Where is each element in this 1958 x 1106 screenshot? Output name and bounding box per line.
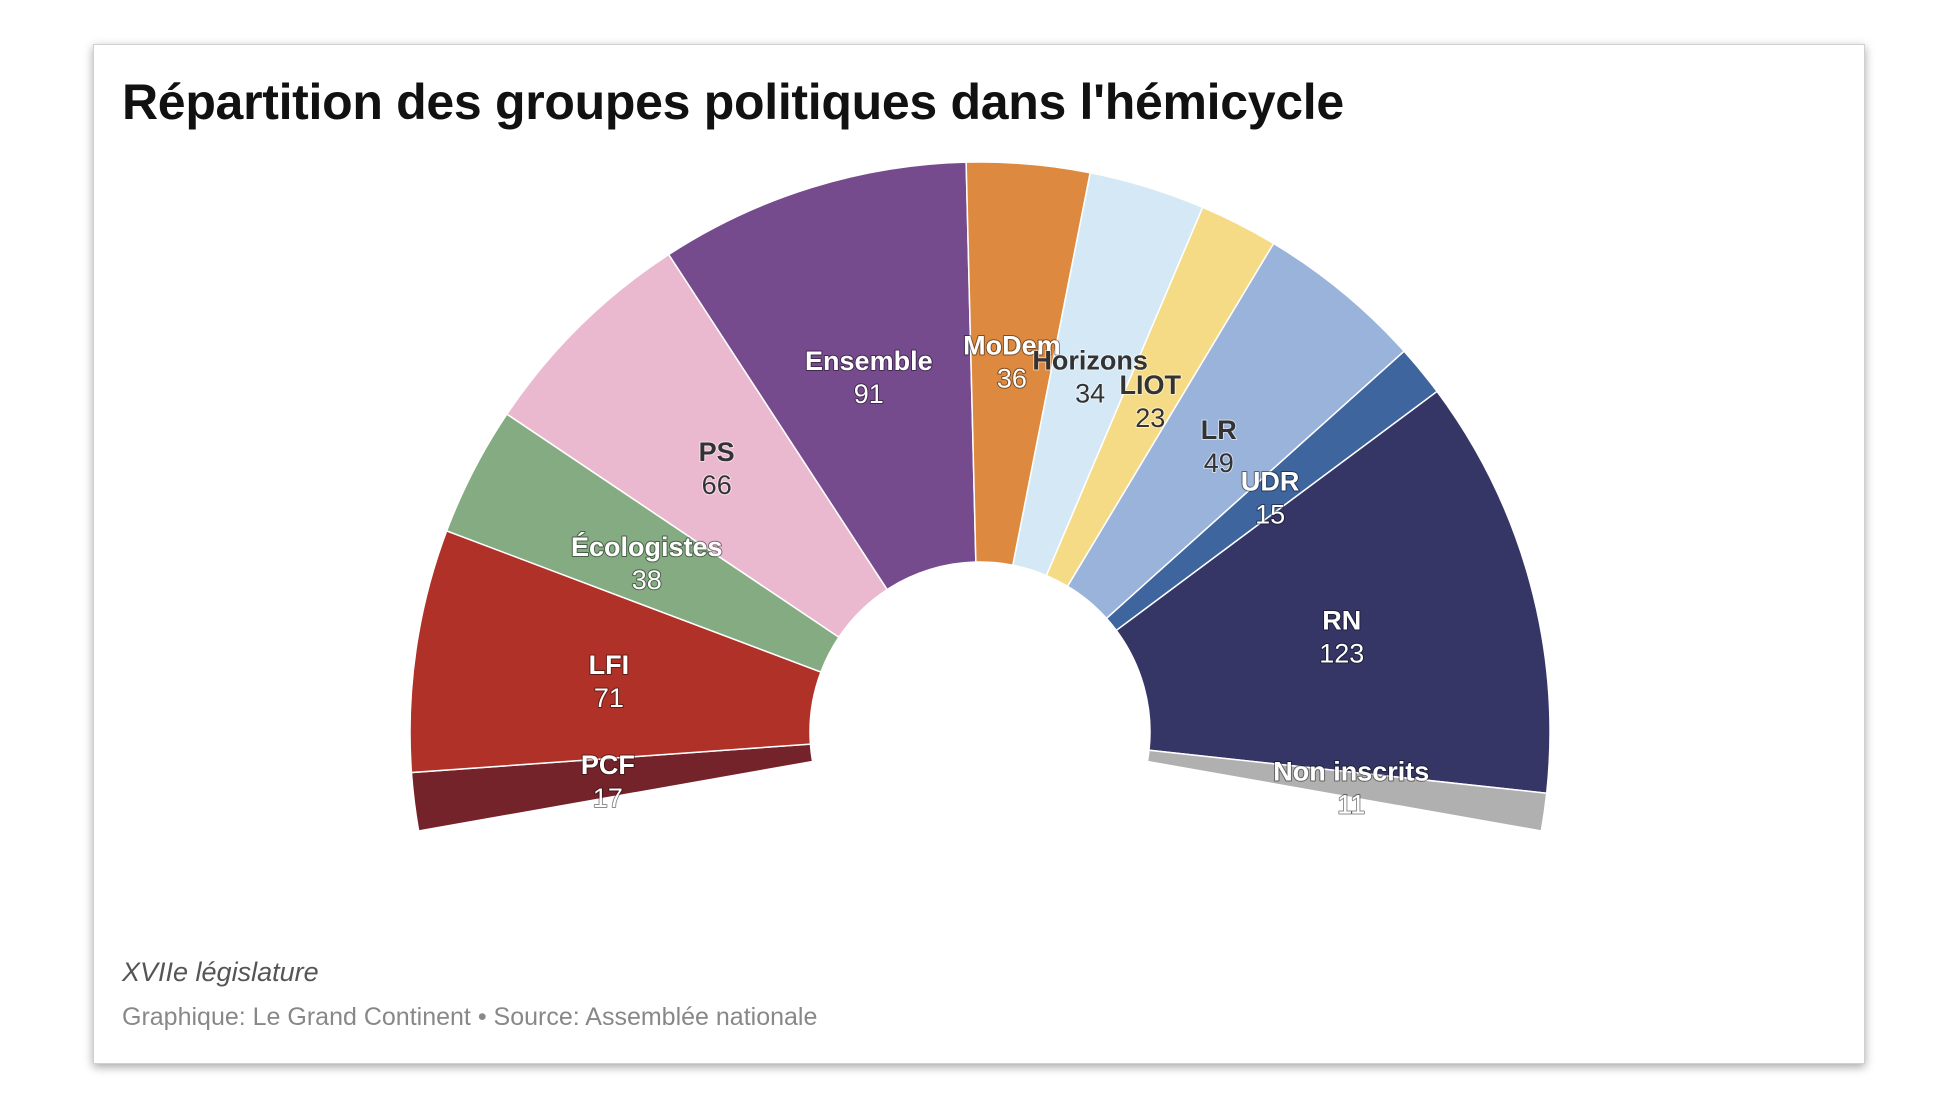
segment-non-inscrits [1146, 749, 1548, 832]
credit-label: Graphique: [122, 1003, 246, 1031]
label-ps: PS [699, 437, 735, 467]
label-ensemble: Ensemble [805, 346, 933, 376]
value-rn: 123 [1319, 638, 1364, 668]
value-lr: 49 [1204, 448, 1234, 478]
value-liot: 23 [1135, 403, 1165, 433]
value-non-inscrits: 11 [1337, 790, 1365, 820]
hemicycle-segments [409, 161, 1551, 832]
segment-lfi [409, 529, 822, 774]
source-label: Source: [493, 1003, 580, 1031]
label-horizons: Horizons [1032, 346, 1148, 376]
segment-rn [1115, 390, 1551, 795]
label-rn: RN [1322, 605, 1361, 635]
credit-value: Le Grand Continent [252, 1003, 471, 1031]
chart-title: Répartition des groupes politiques dans … [122, 74, 1344, 130]
value-pcf: 17 [593, 783, 623, 813]
value-lfi: 71 [594, 683, 624, 713]
label-lfi: LFI [589, 650, 630, 680]
value-ps: 66 [702, 470, 732, 500]
value-ensemble: 91 [854, 379, 884, 409]
label-udr: UDR [1241, 466, 1300, 496]
value-horizons: 34 [1075, 379, 1105, 409]
value-ecologistes: 38 [632, 565, 662, 595]
segment-ensemble [667, 161, 977, 591]
chart-source: Graphique: Le Grand Continent • Source: … [122, 1003, 817, 1032]
value-modem: 36 [997, 363, 1027, 393]
chart-card: Répartition des groupes politiques dans … [93, 44, 1865, 1064]
label-non-inscrits: Non inscrits [1273, 757, 1429, 787]
label-modem: MoDem [963, 330, 1061, 360]
chart-note: XVIIe législature [122, 957, 319, 987]
label-ecologistes: Écologistes [571, 531, 723, 562]
label-lr: LR [1201, 415, 1237, 445]
source-value: Assemblée nationale [585, 1003, 818, 1031]
value-udr: 15 [1255, 499, 1285, 529]
source-separator: • [477, 1003, 487, 1031]
label-liot: LIOT [1120, 370, 1182, 400]
segment-ps [505, 253, 889, 639]
label-pcf: PCF [581, 750, 635, 780]
